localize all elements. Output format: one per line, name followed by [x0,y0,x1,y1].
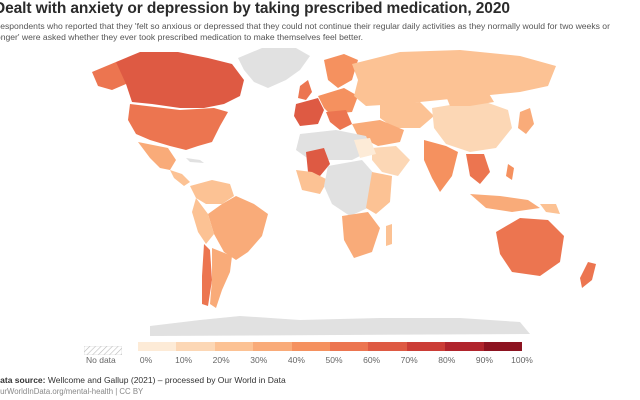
legend-tick-label: 0% [139,355,153,365]
scale-segment[interactable] [138,342,177,351]
data-source: Data source: Wellcome and Gallup (2021) … [0,375,286,385]
region-west-africa[interactable] [296,170,328,194]
scale-segment[interactable] [253,342,292,351]
region-mali[interactable] [306,148,330,176]
region-argentina[interactable] [210,248,232,308]
legend-tick-label: 40% [287,355,305,365]
legend-tick-label: 30% [250,355,268,365]
legend-tick-label: 10% [175,355,193,365]
region-central-europe[interactable] [318,88,358,114]
region-mongolia[interactable] [446,92,494,106]
legend-tick-label: 20% [212,355,230,365]
region-new-zealand[interactable] [580,262,596,288]
region-indonesia[interactable] [470,194,540,212]
region-central-asia[interactable] [380,102,434,128]
region-australia[interactable] [496,218,564,276]
region-canada[interactable] [116,52,244,108]
region-peru-bolivia[interactable] [192,198,214,244]
data-source-label: Data source: [0,375,46,385]
region-egypt[interactable] [354,138,376,158]
scale-segment[interactable] [483,342,523,351]
region-india[interactable] [424,140,458,192]
chart-subtitle: Respondents who reported that they 'felt… [0,21,610,42]
color-scale-bar[interactable] [138,342,523,351]
region-japan-korea[interactable] [518,108,534,134]
region-mexico[interactable] [138,142,176,170]
legend-tick-label: 70% [400,355,418,365]
region-southeast-asia[interactable] [466,154,490,184]
scale-segment[interactable] [445,342,484,351]
region-scandinavia[interactable] [324,54,358,88]
scale-segment[interactable] [368,342,407,351]
region-antarctica[interactable] [150,316,530,336]
legend-tick-label: 80% [438,355,456,365]
region-alaska[interactable] [92,62,128,90]
no-data-swatch[interactable] [83,342,123,356]
legend: No data 0% 10% 20% 30% 40% 50% 60% 70% 80% 90% 100… [0,336,640,372]
world-map[interactable] [0,44,640,336]
region-papua-new-guinea[interactable] [540,204,560,214]
region-southern-africa[interactable] [342,212,380,258]
scale-segment[interactable] [406,342,446,351]
source-url[interactable]: OurWorldInData.org/mental-health | CC BY [0,387,144,396]
scale-segment[interactable] [176,342,215,351]
region-chile[interactable] [202,244,212,306]
region-usa[interactable] [128,104,228,150]
region-philippines[interactable] [506,164,514,180]
chart-title: Dealt with anxiety or depression by taki… [0,0,510,17]
region-brazil[interactable] [208,196,268,260]
legend-tick-label: 90% [475,355,493,365]
region-china[interactable] [432,100,512,152]
region-arabia[interactable] [372,146,410,176]
scale-segment[interactable] [330,342,369,351]
legend-tick-label: 100% [511,355,533,365]
region-france-iberia[interactable] [294,98,324,126]
region-italy-balkans[interactable] [326,110,352,130]
region-uk-ireland[interactable] [298,80,312,100]
data-source-text: Wellcome and Gallup (2021) – processed b… [47,375,286,385]
legend-tick-label: 50% [325,355,343,365]
region-madagascar[interactable] [386,224,392,246]
scale-segment[interactable] [291,342,331,351]
region-russia[interactable] [352,50,556,106]
region-central-africa[interactable] [324,160,376,216]
region-east-africa[interactable] [366,172,392,214]
region-central-america[interactable] [170,170,190,186]
region-colombia-venezuela[interactable] [190,180,234,204]
no-data-label: No data [86,355,116,365]
region-cuba[interactable] [186,158,204,163]
scale-segment[interactable] [214,342,254,351]
region-greenland[interactable] [238,48,310,88]
legend-tick-label: 60% [363,355,381,365]
